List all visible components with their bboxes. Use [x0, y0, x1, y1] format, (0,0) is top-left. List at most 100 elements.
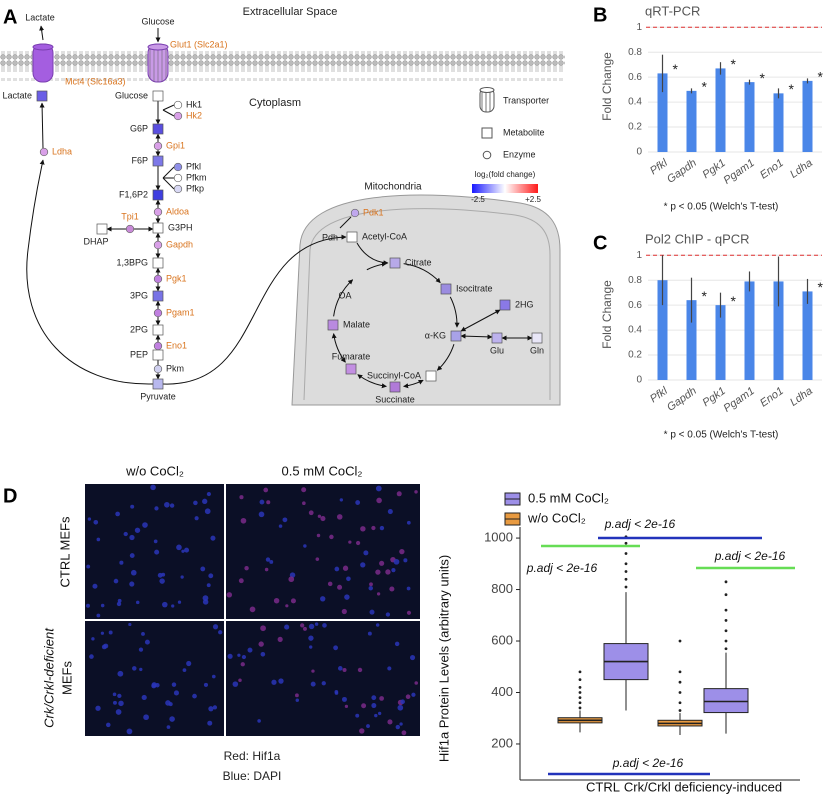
metabolite-label: Acetyl-CoA — [362, 231, 407, 241]
metabolite-label: α-KG — [425, 330, 446, 340]
nucleus — [327, 581, 333, 587]
nucleus — [322, 623, 327, 628]
nucleus — [166, 725, 171, 729]
y-tick-label: 1000 — [484, 530, 513, 545]
nucleus — [226, 592, 233, 598]
nucleus — [273, 597, 280, 604]
nucleus — [342, 565, 349, 571]
metabolite-label: 1,3BPG — [116, 257, 148, 267]
nucleus — [154, 549, 160, 555]
arrow — [403, 263, 441, 284]
panel-label: B — [593, 4, 607, 26]
nucleus — [150, 484, 156, 491]
nucleus — [169, 503, 175, 508]
nucleus — [244, 565, 249, 571]
nucleus — [315, 557, 320, 561]
nucleus — [91, 637, 95, 641]
y-tick-label: 0 — [636, 375, 642, 386]
nucleus — [359, 728, 365, 734]
y-tick-label: 0.6 — [628, 300, 642, 311]
bar — [773, 93, 784, 152]
membrane — [0, 51, 565, 81]
nucleus — [263, 487, 269, 493]
outlier — [578, 706, 582, 710]
nucleus — [192, 693, 197, 699]
transporter-label: Mct4 (Slc16a3) — [65, 76, 126, 86]
outlier — [578, 685, 582, 689]
legend-label: Enzyme — [503, 149, 536, 159]
nucleus — [321, 681, 326, 686]
metabolite — [152, 257, 164, 269]
nucleus — [258, 511, 265, 518]
bar — [686, 90, 697, 152]
nucleus — [161, 572, 166, 577]
nucleus — [371, 703, 377, 709]
enzyme — [125, 224, 135, 234]
nucleus — [290, 598, 296, 604]
nucleus — [288, 576, 295, 583]
nucleus — [130, 504, 135, 509]
metabolite-label: 2HG — [515, 299, 534, 309]
outlier — [724, 608, 728, 612]
significance: * — [818, 69, 824, 85]
enzyme — [153, 364, 163, 374]
metabolite — [345, 363, 357, 375]
nucleus — [206, 583, 211, 588]
enzyme-label: Pfkl — [186, 161, 201, 171]
nucleus — [377, 711, 382, 716]
footnote: * p < 0.05 (Welch's T-test) — [664, 430, 779, 441]
y-tick-label: 0.2 — [628, 122, 642, 133]
nucleus — [284, 624, 290, 630]
significance: * — [731, 56, 737, 72]
label: Lactate — [25, 12, 55, 22]
legend-label: w/o CoCl₂ — [527, 510, 586, 525]
nucleus — [112, 692, 117, 697]
enzyme — [153, 141, 163, 151]
nucleus — [95, 705, 101, 711]
nucleus — [117, 670, 124, 677]
metabolite-label: Lactate — [2, 90, 32, 100]
nucleus — [278, 678, 284, 684]
enzyme-label: Hk2 — [186, 110, 202, 120]
panel-label: A — [3, 6, 17, 28]
nucleus — [240, 662, 245, 667]
panel-label: C — [593, 232, 607, 254]
nucleus — [395, 724, 400, 730]
nucleus — [317, 514, 322, 518]
nucleus — [344, 594, 350, 600]
metabolite-label: G3PH — [168, 222, 193, 232]
chart-title: Pol2 ChIP - qPCR — [645, 231, 750, 246]
nucleus — [106, 722, 111, 728]
arrow — [39, 102, 45, 149]
nucleus — [176, 544, 182, 551]
outlier — [678, 670, 682, 674]
outlier — [678, 701, 682, 705]
nucleus — [336, 514, 343, 520]
label: Pdh — [322, 232, 338, 242]
nucleus — [405, 694, 411, 700]
micrograph — [85, 484, 224, 619]
nucleus — [411, 692, 416, 697]
arrow — [162, 104, 175, 111]
arrow — [26, 159, 154, 385]
nucleus — [379, 560, 385, 566]
metabolite-label: Glu — [490, 345, 504, 355]
nucleus — [406, 520, 411, 525]
metabolite-label: F1,6P2 — [119, 189, 148, 199]
nucleus — [316, 533, 321, 538]
nucleus — [126, 728, 133, 735]
box — [703, 688, 749, 714]
nucleus — [300, 623, 305, 628]
column-label: 0.5 mM CoCl₂ — [282, 463, 363, 478]
nucleus — [89, 654, 94, 659]
x-tick-label: Pgam1 — [721, 385, 756, 415]
micrograph — [226, 484, 420, 619]
arrow — [449, 296, 460, 328]
nucleus — [171, 604, 175, 608]
enzyme — [173, 100, 183, 110]
nucleus — [240, 517, 247, 524]
enzyme — [153, 207, 163, 217]
x-tick-label: Gapdh — [665, 385, 699, 414]
nucleus — [118, 700, 124, 707]
nucleus — [173, 690, 180, 696]
